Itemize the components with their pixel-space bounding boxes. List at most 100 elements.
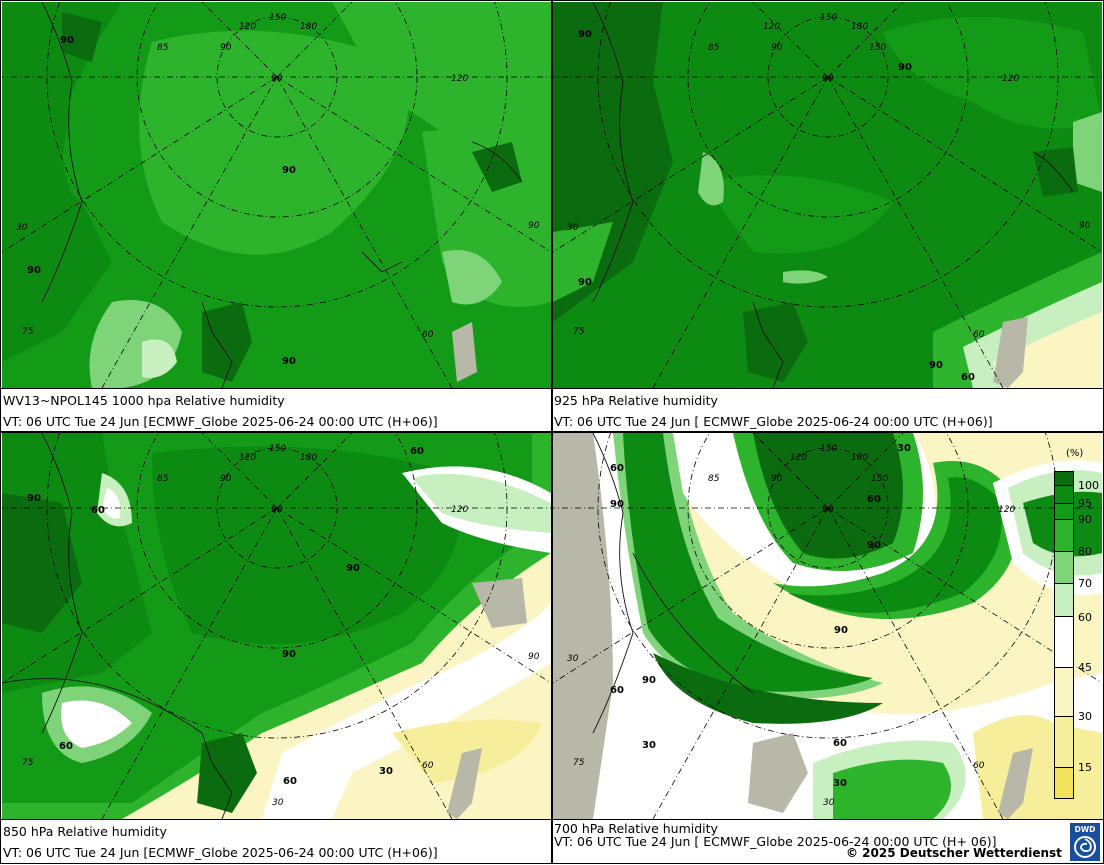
svg-text:85: 85 [708,474,720,484]
color-legend: 100 95 90 80 70 60 45 30 15 [1054,471,1099,799]
svg-text:90: 90 [271,505,283,515]
svg-text:150: 150 [269,13,286,23]
panel-1-valid-time: VT: 06 UTC Tue 24 Jun [ECMWF_Globe 2025-… [3,414,438,429]
contour-label: 90 [282,356,296,367]
svg-text:120: 120 [239,453,256,463]
svg-text:30: 30 [567,654,579,664]
panel-2-title: 925 hPa Relative humidity [554,393,718,408]
legend-swatch [1054,551,1074,583]
contour-label: 90 [834,625,848,636]
contour-label: 90 [898,62,912,73]
legend-swatch [1054,667,1074,716]
legend-unit: (%) [1066,448,1084,459]
legend-swatch [1054,616,1074,667]
legend-level-label: 30 [1078,710,1092,723]
svg-text:85: 85 [157,474,169,484]
svg-text:90: 90 [271,74,283,84]
contour-label: 30 [379,766,393,777]
svg-text:150: 150 [820,444,837,454]
contour-label: 90 [27,265,41,276]
svg-text:85: 85 [157,43,169,53]
contour-label: 30 [833,778,847,789]
legend-frame [1054,471,1074,799]
panel-3-title: 850 hPa Relative humidity [3,824,167,839]
svg-text:60: 60 [422,330,434,340]
panel-4-valid-time: VT: 06 UTC Tue 24 Jun [ ECMWF_Globe 2025… [554,834,997,849]
svg-text:90: 90 [528,221,540,231]
contour-label: 90 [60,35,74,46]
legend-level-label: 15 [1078,761,1092,774]
svg-text:30: 30 [272,798,284,808]
svg-text:120: 120 [451,505,468,515]
contour-label: 60 [283,776,297,787]
contour-label: 90 [610,499,624,510]
panel-2-valid-time: VT: 06 UTC Tue 24 Jun [ ECMWF_Globe 2025… [554,414,993,429]
copyright: © 2025 Deutscher Wetterdienst [846,846,1062,860]
divider-top-map [0,388,1104,389]
contour-label: 60 [410,446,424,457]
legend-level-label: 95 [1078,497,1092,510]
contour-label: 60 [961,372,975,383]
svg-text:120: 120 [451,74,468,84]
svg-text:60: 60 [422,761,434,771]
contour-label: 60 [59,741,73,752]
svg-text:150: 150 [820,13,837,23]
legend-level-label: 70 [1078,577,1092,590]
svg-text:150: 150 [269,444,286,454]
svg-text:90: 90 [771,43,783,53]
contour-label: 60 [610,685,624,696]
svg-text:90: 90 [220,474,232,484]
svg-text:75: 75 [22,327,34,337]
legend-level-label: 100 [1078,479,1099,492]
map-panel-700hpa: 120 150 180 85 90 90 150 120 30 75 60 30 30 60 9… [553,433,1102,819]
contour-label: 90 [282,165,296,176]
svg-text:120: 120 [239,22,256,32]
svg-text:60: 60 [973,761,985,771]
legend-swatch [1054,767,1074,799]
contour-label: 90 [642,675,656,686]
svg-text:120: 120 [790,453,807,463]
contour-label: 90 [346,563,360,574]
svg-text:120: 120 [763,22,780,32]
legend-level-label: 60 [1078,611,1092,624]
svg-text:30: 30 [567,223,579,233]
legend-swatch [1054,485,1074,503]
svg-text:180: 180 [300,22,317,32]
svg-text:90: 90 [771,474,783,484]
legend-swatch [1054,583,1074,616]
svg-text:90: 90 [528,652,540,662]
svg-text:90: 90 [1079,221,1091,231]
svg-text:30: 30 [16,223,28,233]
legend-level-label: 80 [1078,545,1092,558]
svg-text:75: 75 [573,758,585,768]
svg-text:150: 150 [869,43,886,53]
map-panel-925hpa: 120 150 180 85 90 90 150 120 90 30 75 60 90 90 9… [553,2,1102,388]
svg-text:85: 85 [708,43,720,53]
contour-label: 30 [642,740,656,751]
logo-text: DWD [1075,825,1096,834]
svg-text:180: 180 [851,453,868,463]
contour-label: 90 [282,649,296,660]
svg-text:90: 90 [822,74,834,84]
legend-swatch [1054,471,1074,485]
legend-swatch [1054,503,1074,519]
svg-text:60: 60 [973,330,985,340]
contour-label: 30 [897,443,911,454]
svg-text:150: 150 [871,474,888,484]
svg-text:75: 75 [573,327,585,337]
contour-label: 60 [867,494,881,505]
panel-1-title: WV13~NPOL145 1000 hpa Relative humidity [3,393,285,408]
contour-label: 60 [610,463,624,474]
svg-text:90: 90 [220,43,232,53]
map-panel-850hpa: 120 150 180 85 90 90 120 90 75 60 30 60 90 60 9… [2,433,551,819]
svg-text:90: 90 [822,505,834,515]
panel-3-valid-time: VT: 06 UTC Tue 24 Jun [ECMWF_Globe 2025-… [3,845,438,860]
legend-swatch [1054,716,1074,767]
panel-4-title: 700 hPa Relative humidity [554,821,718,836]
contour-label: 90 [578,29,592,40]
contour-label: 60 [833,738,847,749]
contour-label: 90 [929,360,943,371]
svg-text:180: 180 [300,453,317,463]
svg-text:30: 30 [823,798,835,808]
legend-swatch [1054,519,1074,551]
